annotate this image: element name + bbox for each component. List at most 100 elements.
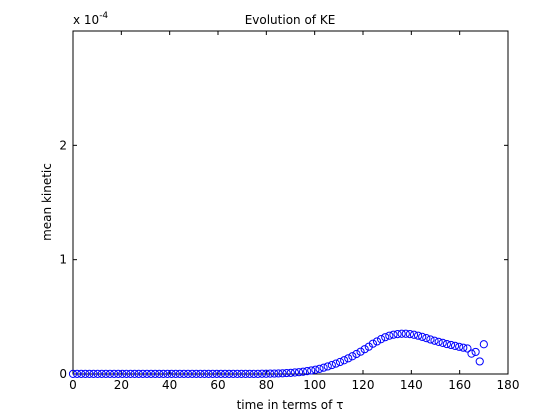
data-point xyxy=(405,329,414,339)
data-point xyxy=(200,369,209,378)
data-point xyxy=(463,344,472,353)
data-point xyxy=(163,369,172,378)
data-point xyxy=(241,369,250,378)
data-point xyxy=(426,335,435,344)
data-point xyxy=(311,365,320,374)
data-point xyxy=(89,369,98,378)
data-point xyxy=(229,369,238,378)
data-point xyxy=(114,369,123,378)
x-tick-label: 160 xyxy=(448,378,471,392)
data-point xyxy=(196,369,205,378)
data-point xyxy=(105,369,115,378)
data-point xyxy=(93,369,102,378)
data-point xyxy=(257,369,267,378)
x-axis-label: time in terms of τ xyxy=(237,398,344,412)
data-point xyxy=(126,369,135,378)
data-point xyxy=(352,349,361,359)
data-point xyxy=(360,345,369,354)
x-tick-label: 60 xyxy=(210,378,225,392)
data-point xyxy=(442,339,451,349)
x-tick-label: 80 xyxy=(259,378,274,392)
x-tick-label: 120 xyxy=(352,378,375,392)
data-point xyxy=(356,347,365,356)
data-point xyxy=(278,369,287,378)
data-point xyxy=(282,368,291,378)
data-point xyxy=(290,368,299,377)
data-point xyxy=(212,369,221,378)
x-tick-label: 0 xyxy=(69,378,77,392)
data-point xyxy=(385,331,394,340)
data-point xyxy=(327,360,336,370)
x-tick-label: 140 xyxy=(400,378,423,392)
data-point xyxy=(397,329,406,338)
data-point xyxy=(171,369,180,378)
data-point xyxy=(146,369,156,378)
data-point xyxy=(68,369,78,378)
x-axis-ticks: 0 20 40 60 80 100 120 140 160 180 xyxy=(69,31,519,392)
x-tick-label: 180 xyxy=(497,378,520,392)
data-point xyxy=(155,369,164,378)
data-point xyxy=(274,369,283,378)
x-tick-label: 20 xyxy=(114,378,129,392)
data-point xyxy=(109,369,119,378)
data-point xyxy=(381,333,390,342)
data-point xyxy=(414,331,423,340)
data-point xyxy=(418,332,427,341)
plot-area xyxy=(72,30,509,375)
y-tick-label: 1 xyxy=(59,253,67,267)
data-point xyxy=(270,369,279,378)
data-point xyxy=(118,369,127,378)
data-point xyxy=(430,336,439,345)
data-point xyxy=(331,359,341,368)
data-point xyxy=(377,335,386,344)
data-point xyxy=(77,369,86,378)
data-point xyxy=(73,369,82,378)
data-point xyxy=(261,369,271,378)
data-point xyxy=(401,329,410,338)
data-point xyxy=(81,369,90,378)
data-point xyxy=(389,330,398,339)
data-point xyxy=(253,369,262,378)
data-point xyxy=(249,369,258,378)
data-point xyxy=(372,337,382,346)
data-point xyxy=(175,369,184,378)
chart-title: Evolution of KE xyxy=(245,13,336,27)
data-point xyxy=(467,349,476,358)
data-point xyxy=(348,352,357,361)
y-axis-label: mean kinetic xyxy=(40,163,54,241)
data-point xyxy=(266,369,275,378)
data-point xyxy=(122,369,131,378)
data-point xyxy=(85,369,94,378)
data-point xyxy=(303,367,312,376)
data-point xyxy=(479,340,488,349)
data-point xyxy=(134,369,143,378)
y-axis-ticks: 0 1 2 xyxy=(59,138,508,381)
data-point xyxy=(294,368,304,377)
x-tick-label: 100 xyxy=(303,378,326,392)
data-point xyxy=(159,369,168,378)
data-point xyxy=(192,369,201,378)
data-point xyxy=(364,342,373,351)
y-tick-label: 0 xyxy=(59,367,67,381)
data-point xyxy=(298,367,308,376)
y-multiplier-base: x 10 xyxy=(73,13,99,27)
data-point xyxy=(142,369,152,378)
data-point xyxy=(220,369,230,378)
data-point xyxy=(475,357,484,366)
data-point xyxy=(323,362,332,371)
data-point xyxy=(307,366,316,375)
data-point xyxy=(97,369,106,378)
data-point xyxy=(237,369,246,378)
data-point xyxy=(315,364,324,373)
data-point xyxy=(208,369,217,378)
data-point xyxy=(438,338,447,348)
data-point xyxy=(216,369,225,378)
data-point xyxy=(459,343,468,352)
data-point xyxy=(450,341,460,350)
data-point xyxy=(471,347,480,357)
data-point xyxy=(130,369,139,378)
data-point xyxy=(101,369,110,378)
data-point xyxy=(434,337,443,346)
data-point xyxy=(179,369,189,378)
